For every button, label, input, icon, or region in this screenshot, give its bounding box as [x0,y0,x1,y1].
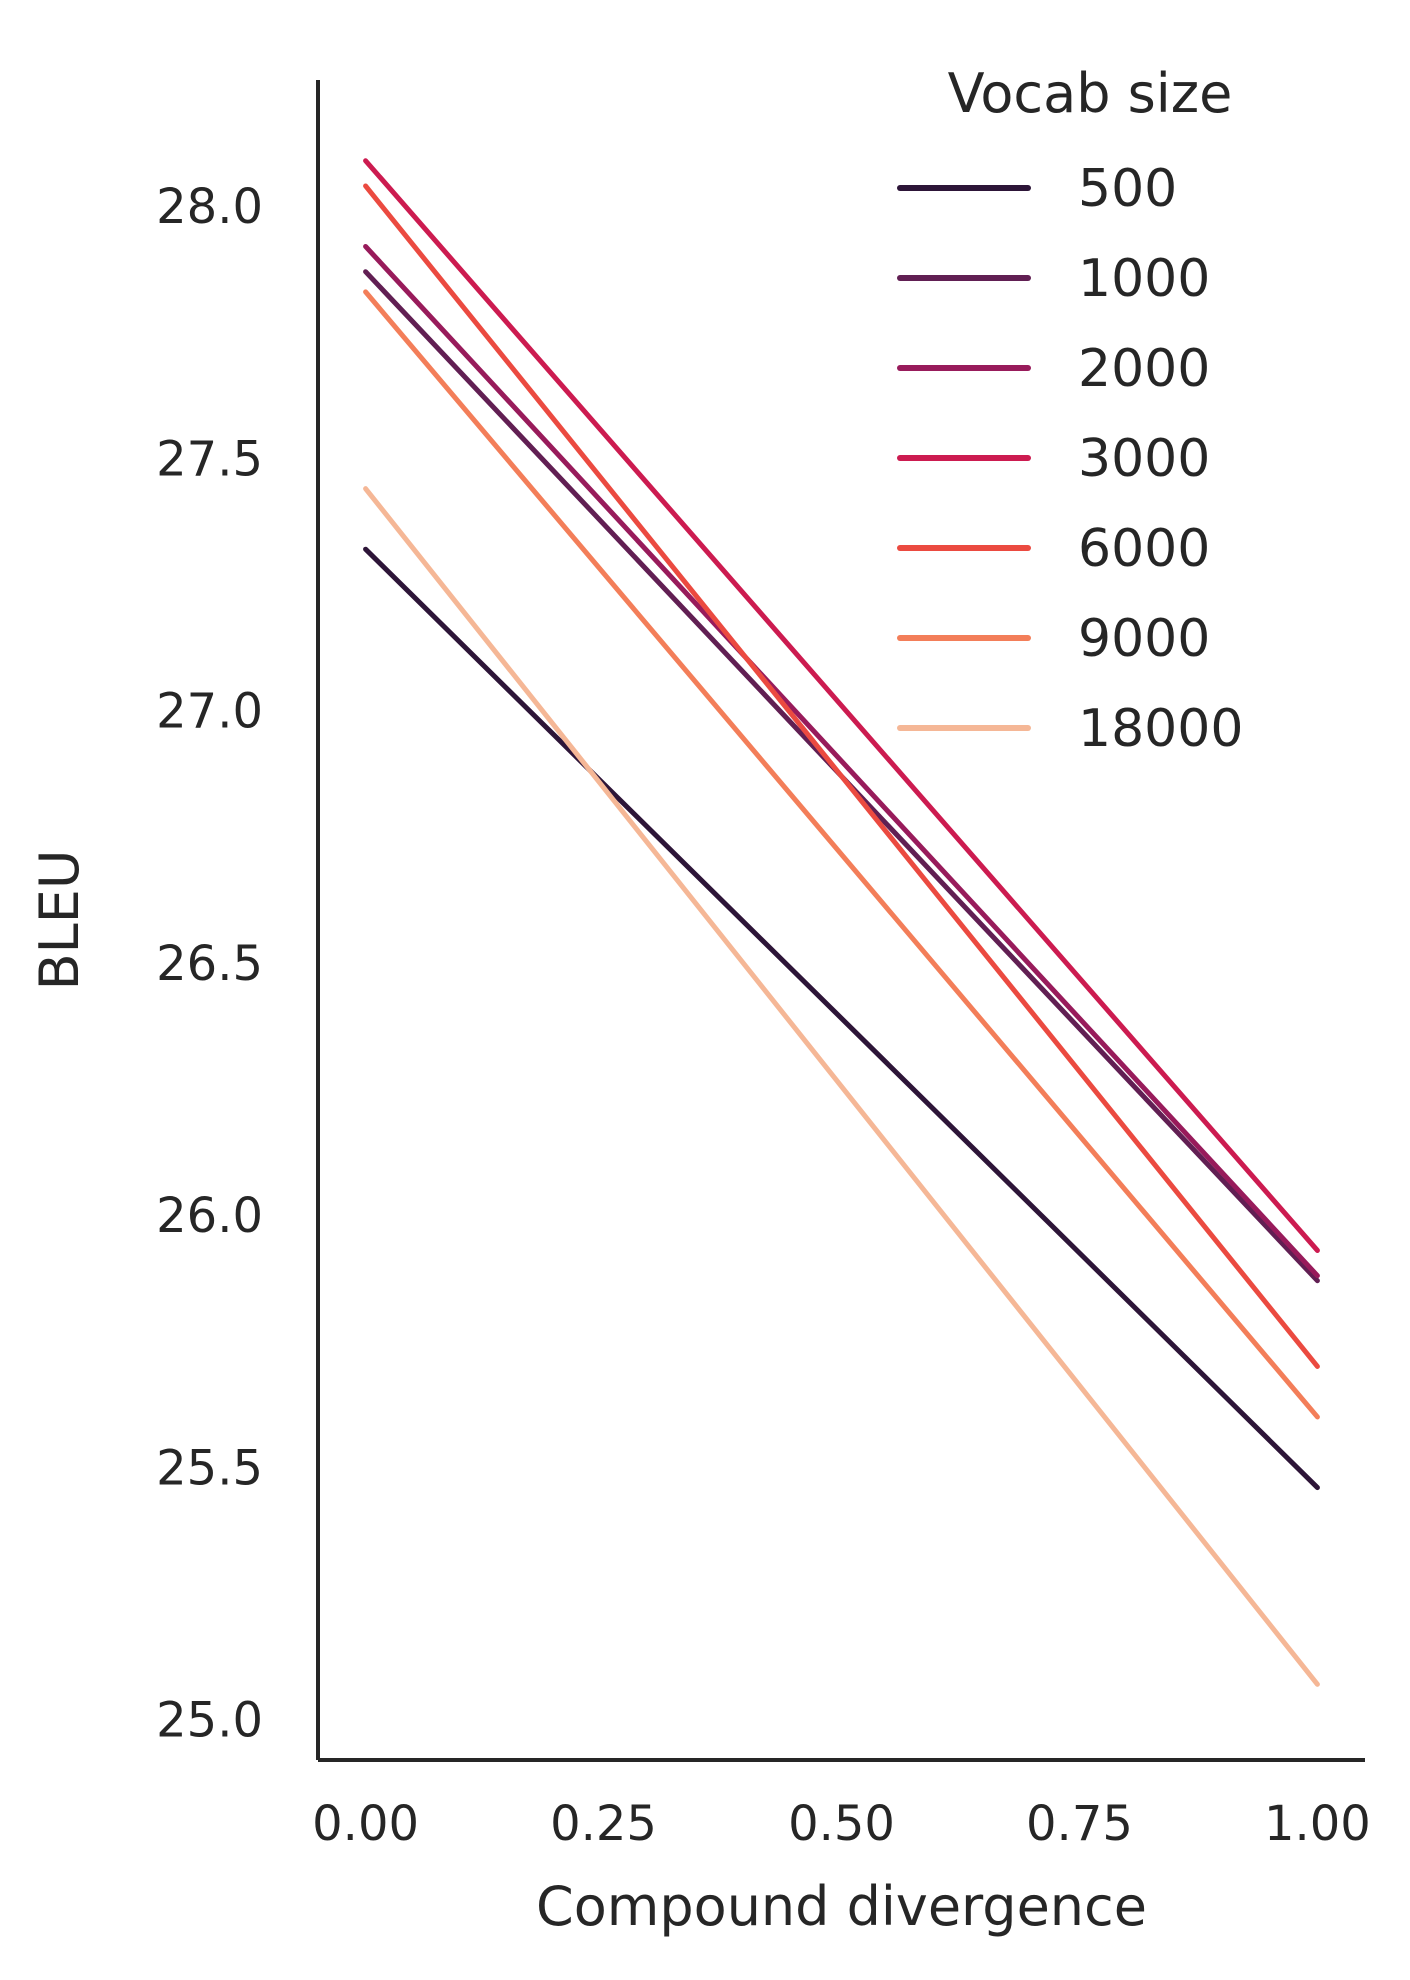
series-line-18000 [363,486,1320,1687]
legend-label-18000: 18000 [1078,699,1243,759]
legend-label-3000: 3000 [1078,429,1210,489]
legend-label-9000: 9000 [1078,609,1210,669]
legend-label-6000: 6000 [1078,519,1210,579]
x-tick-label: 0.00 [312,1796,419,1852]
x-axis-title: Compound divergence [536,1875,1147,1938]
y-tick-label: 28.0 [156,179,263,235]
y-tick-label: 27.0 [156,684,263,740]
legend-items: 500 1000 2000 3000 6000 9000 18000 [897,159,1243,759]
legend-label-500: 500 [1078,159,1177,219]
series-line-9000 [363,289,1320,1420]
series-lines [363,158,1320,1687]
y-axis-title: BLEU [28,850,91,991]
x-tick-label: 0.75 [1026,1796,1133,1852]
x-axis-ticks: 0.00 0.25 0.50 0.75 1.00 [312,1796,1371,1852]
series-line-2000 [363,243,1320,1279]
y-tick-label: 26.0 [156,1188,263,1244]
legend-title: Vocab size [948,62,1233,125]
legend: Vocab size 500 1000 2000 3000 6000 9000 18000 [897,62,1243,759]
y-tick-label: 26.5 [156,936,263,992]
series-line-6000 [363,183,1320,1369]
x-tick-label: 1.00 [1264,1796,1371,1852]
y-tick-label: 27.5 [156,431,263,487]
series-line-3000 [363,158,1320,1253]
x-tick-label: 0.50 [788,1796,895,1852]
y-tick-label: 25.0 [156,1693,263,1749]
legend-label-1000: 1000 [1078,249,1210,309]
y-axis-ticks: 25.0 25.5 26.0 26.5 27.0 27.5 28.0 [156,179,263,1749]
legend-label-2000: 2000 [1078,339,1210,399]
y-tick-label: 25.5 [156,1440,263,1496]
series-line-500 [363,546,1320,1491]
x-tick-label: 0.25 [550,1796,657,1852]
